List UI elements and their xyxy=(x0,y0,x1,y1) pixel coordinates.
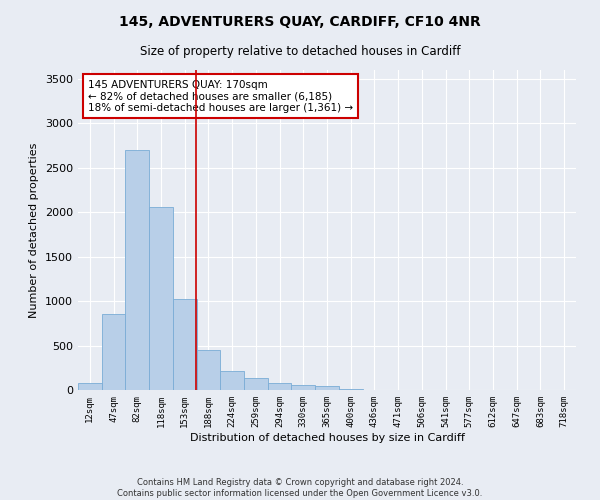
Text: Contains HM Land Registry data © Crown copyright and database right 2024.
Contai: Contains HM Land Registry data © Crown c… xyxy=(118,478,482,498)
Text: Size of property relative to detached houses in Cardiff: Size of property relative to detached ho… xyxy=(140,45,460,58)
Bar xyxy=(292,384,315,390)
Bar xyxy=(78,384,102,390)
X-axis label: Distribution of detached houses by size in Cardiff: Distribution of detached houses by size … xyxy=(190,432,464,442)
Bar xyxy=(197,350,220,390)
Text: 145 ADVENTURERS QUAY: 170sqm
← 82% of detached houses are smaller (6,185)
18% of: 145 ADVENTURERS QUAY: 170sqm ← 82% of de… xyxy=(88,80,353,113)
Bar xyxy=(244,378,268,390)
Bar xyxy=(102,314,125,390)
Bar xyxy=(125,150,149,390)
Bar xyxy=(315,386,339,390)
Bar xyxy=(339,388,362,390)
Bar xyxy=(220,372,244,390)
Y-axis label: Number of detached properties: Number of detached properties xyxy=(29,142,40,318)
Text: 145, ADVENTURERS QUAY, CARDIFF, CF10 4NR: 145, ADVENTURERS QUAY, CARDIFF, CF10 4NR xyxy=(119,15,481,29)
Bar xyxy=(173,300,197,390)
Bar xyxy=(268,383,292,390)
Bar xyxy=(149,207,173,390)
